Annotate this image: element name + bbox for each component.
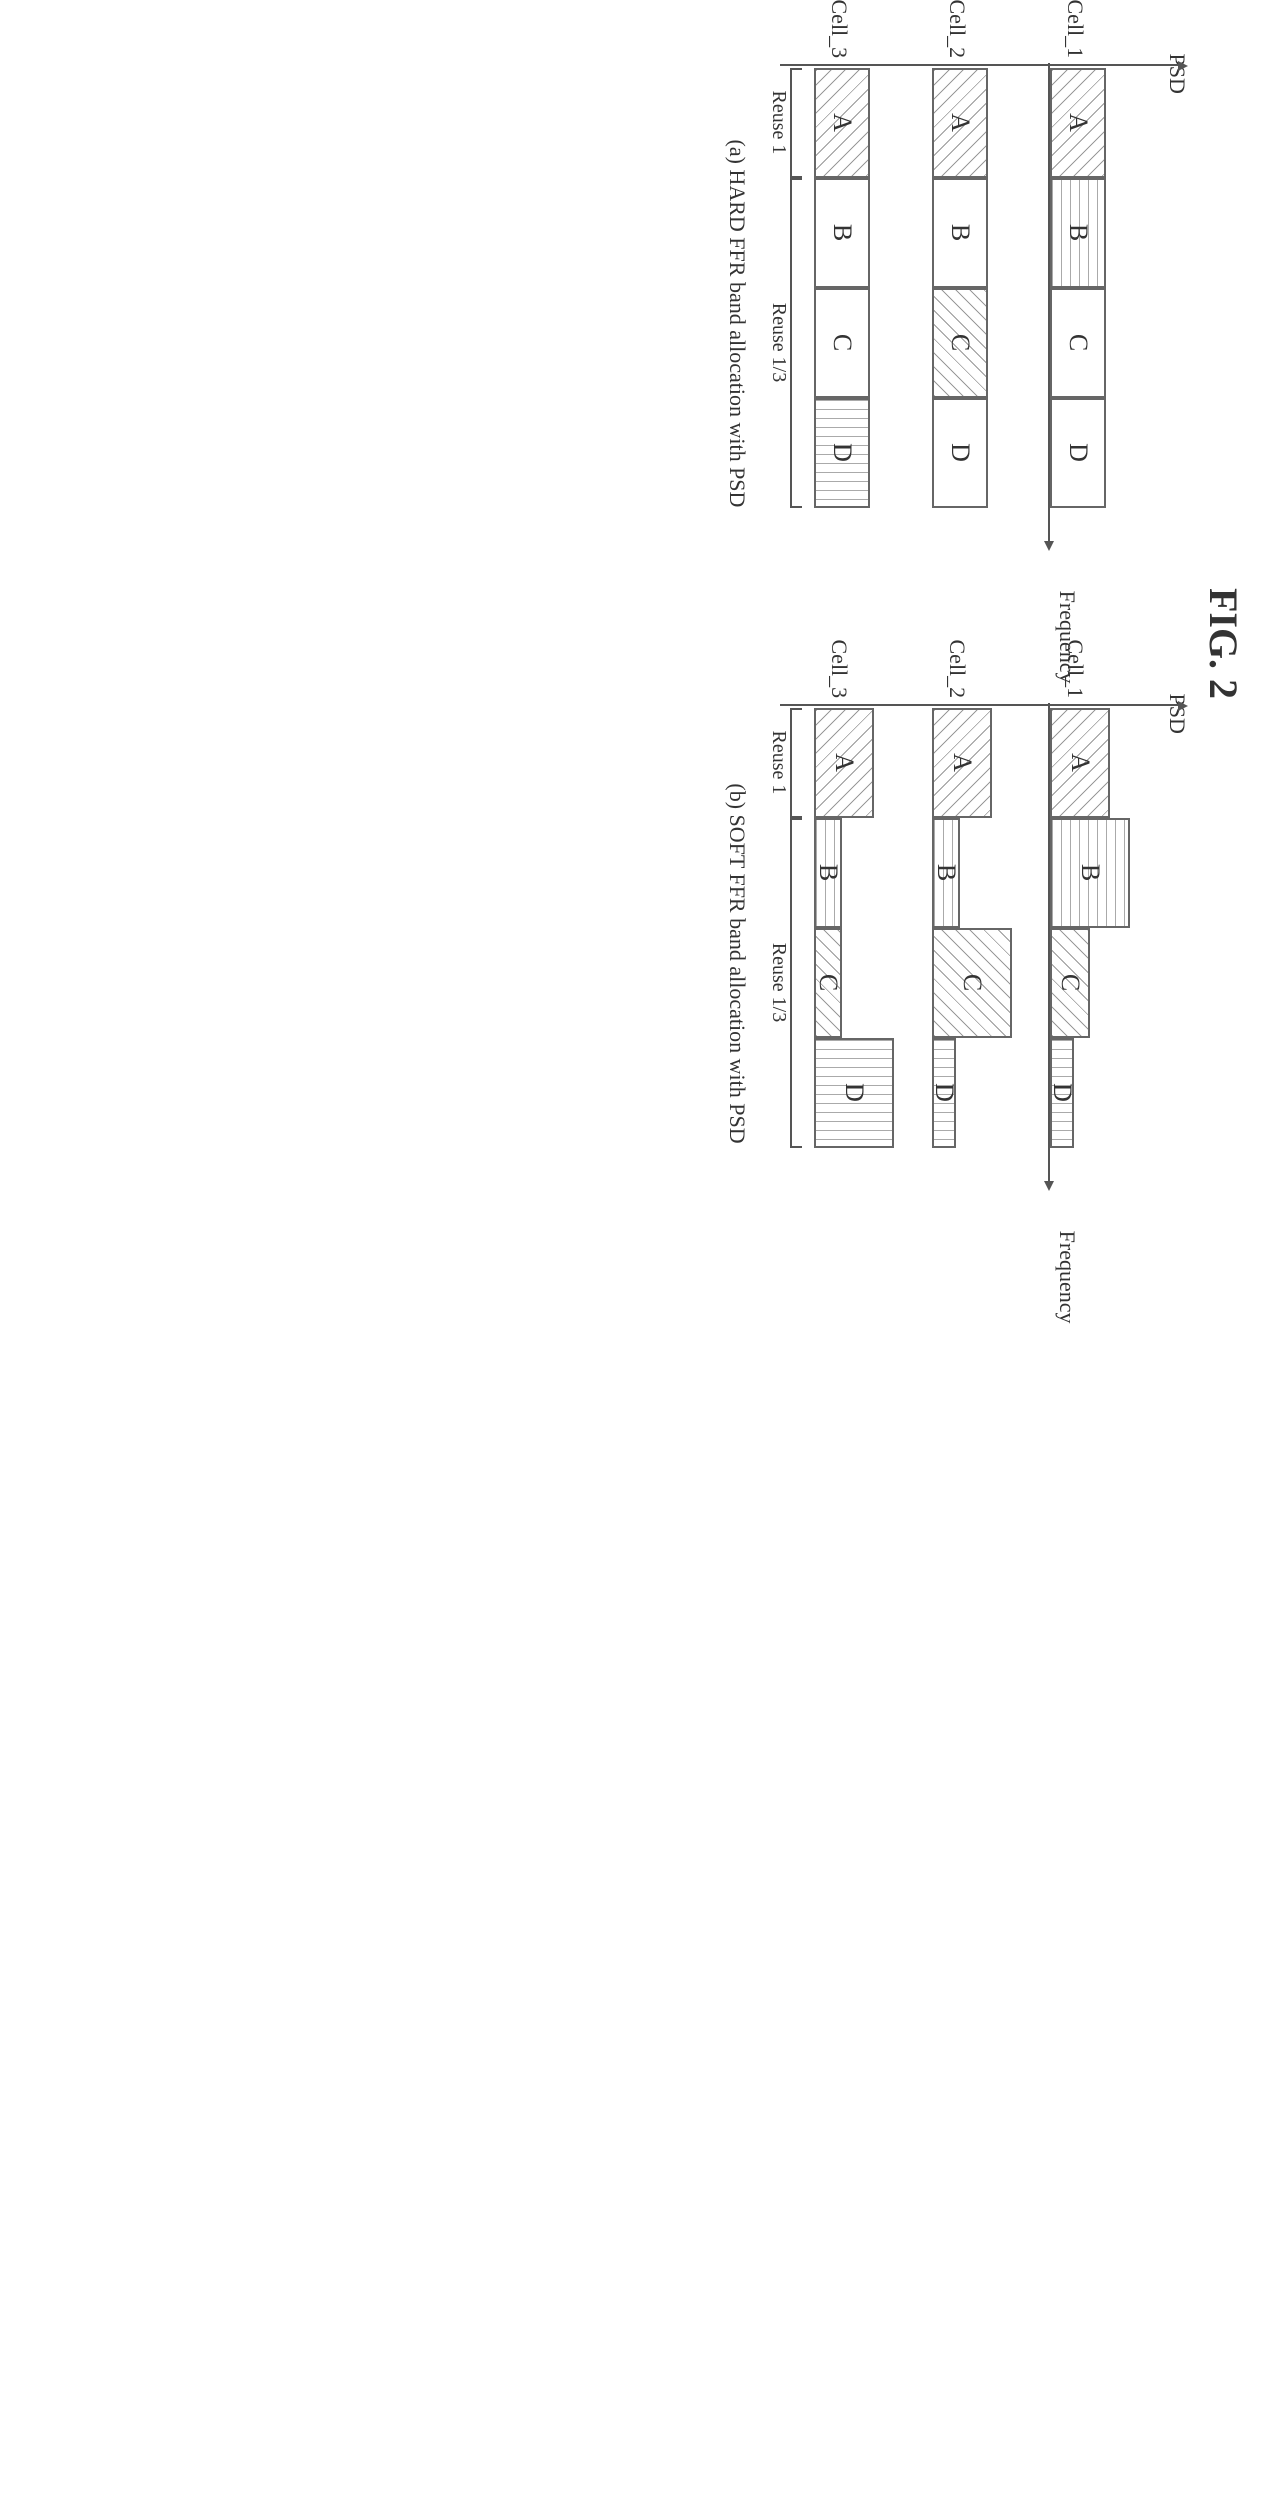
cell-row: Cell_1ABCDFrequency: [1050, 68, 1150, 584]
reuse-label: Reuse 1: [767, 68, 790, 178]
cell-label: Cell_3: [826, 0, 852, 58]
band: A: [1050, 68, 1106, 178]
band: A: [932, 708, 992, 818]
band: C: [1050, 928, 1090, 1038]
band: C: [932, 928, 1012, 1038]
panel-a-caption: (a) HARD FFR band allocation with PSD: [724, 64, 750, 584]
band: C: [1050, 288, 1106, 398]
reuse-segment: Reuse 1: [778, 708, 802, 818]
reuse-segment: Reuse 1/3: [778, 818, 802, 1148]
cell-row: Cell_2ABCD: [932, 68, 1032, 584]
band: D: [932, 398, 988, 508]
band: D: [1050, 398, 1106, 508]
band: A: [814, 68, 870, 178]
band: C: [814, 288, 870, 398]
panel-a-rows: Cell_1ABCDFrequencyCell_2ABCDCell_3ABCD: [814, 68, 1150, 584]
reuse-segment: Reuse 1: [778, 68, 802, 178]
panel-b-reuse: Reuse 1Reuse 1/3: [778, 708, 802, 1224]
band: B: [814, 818, 842, 928]
band: D: [932, 1038, 956, 1148]
panels-row: PSD Cell_1ABCDFrequencyCell_2ABCDCell_3A…: [724, 40, 1160, 1247]
figure-title: FIG. 2: [1200, 40, 1247, 1247]
band: C: [814, 928, 842, 1038]
cell-row: Cell_1ABCDFrequency: [1050, 708, 1150, 1224]
band: B: [932, 178, 988, 288]
y-axis-line: [780, 704, 1180, 706]
band: A: [1050, 708, 1110, 818]
reuse-segment: Reuse 1/3: [778, 178, 802, 508]
y-axis-line: [780, 64, 1180, 66]
x-axis-line: [1048, 63, 1050, 543]
band: B: [814, 178, 870, 288]
reuse-label: Reuse 1: [767, 708, 790, 818]
band: A: [814, 708, 874, 818]
band: B: [1050, 818, 1130, 928]
x-axis-line: [1048, 703, 1050, 1183]
reuse-label: Reuse 1/3: [767, 178, 790, 508]
cell-label: Cell_2: [944, 640, 970, 699]
cell-label: Cell_1: [1062, 640, 1088, 699]
cell-label: Cell_3: [826, 640, 852, 699]
cell-label: Cell_1: [1062, 0, 1088, 58]
band: D: [814, 398, 870, 508]
cell-row: Cell_2ABCD: [932, 708, 1032, 1224]
band: B: [1050, 178, 1106, 288]
cell-row: Cell_3ABCD: [814, 68, 914, 584]
x-axis-label: Frequency: [1054, 1231, 1080, 1324]
band: D: [1050, 1038, 1074, 1148]
panel-b-rows: Cell_1ABCDFrequencyCell_2ABCDCell_3ABCD: [814, 708, 1150, 1224]
panel-b-caption: (b) SOFT FFR band allocation with PSD: [724, 704, 750, 1224]
band: A: [932, 68, 988, 178]
band: C: [932, 288, 988, 398]
band: B: [932, 818, 960, 928]
panel-a-reuse: Reuse 1Reuse 1/3: [778, 68, 802, 584]
band: D: [814, 1038, 894, 1148]
cell-label: Cell_2: [944, 0, 970, 58]
reuse-label: Reuse 1/3: [767, 818, 790, 1148]
panel-b: PSD Cell_1ABCDFrequencyCell_2ABCDCell_3A…: [724, 704, 1160, 1224]
panel-a: PSD Cell_1ABCDFrequencyCell_2ABCDCell_3A…: [724, 64, 1160, 584]
cell-row: Cell_3ABCD: [814, 708, 914, 1224]
